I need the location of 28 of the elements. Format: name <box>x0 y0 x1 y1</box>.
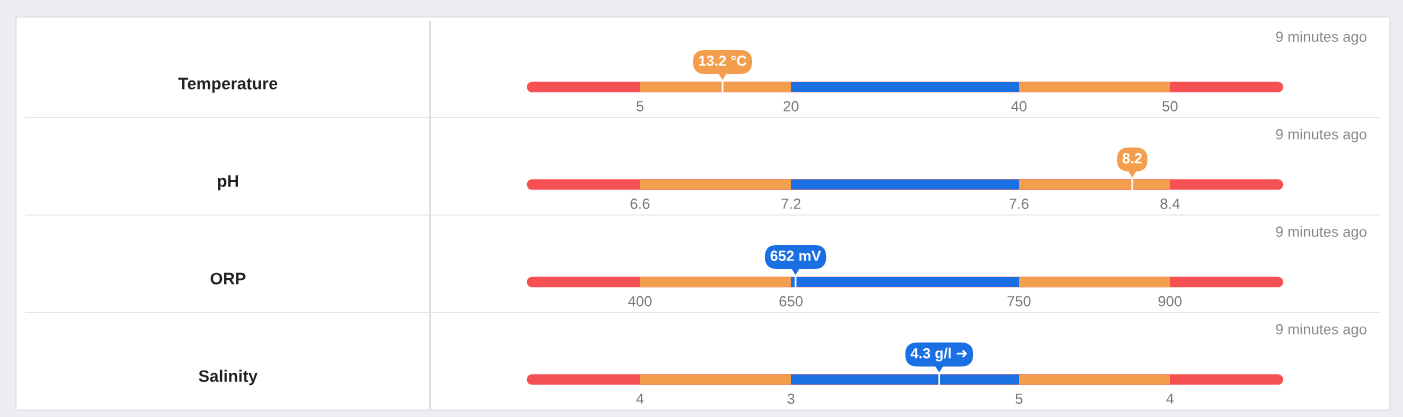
text: 20 <box>783 101 799 112</box>
text: 400 <box>628 296 652 307</box>
text: 3 <box>787 393 795 404</box>
text: 4 <box>636 393 644 404</box>
text: 40 <box>1011 101 1027 112</box>
text: 750 <box>1007 296 1031 307</box>
data-label: 4.3 g/l ➜ <box>910 347 967 362</box>
text: Temperature <box>178 77 278 93</box>
text: 8.4 <box>1160 198 1180 209</box>
data-label: 652 mV <box>770 250 821 261</box>
text: 7.6 <box>1009 198 1029 209</box>
text: 5 <box>636 101 644 112</box>
text: Salinity <box>198 369 258 386</box>
text: 5 <box>1015 393 1023 404</box>
text: 900 <box>1158 296 1182 307</box>
text: 9 minutes ago <box>1276 31 1367 45</box>
data-label: 8.2 <box>1122 153 1142 164</box>
text: 7.2 <box>781 198 801 209</box>
text: 9 minutes ago <box>1276 323 1367 338</box>
text: 4 <box>1166 393 1174 404</box>
text: 9 minutes ago <box>1276 128 1367 143</box>
text: 9 minutes ago <box>1276 226 1367 240</box>
text: 650 <box>779 296 803 307</box>
text: 50 <box>1162 101 1178 112</box>
data-label: 13.2 °C <box>699 55 747 66</box>
text: pH <box>217 175 238 191</box>
text: ORP <box>210 272 246 285</box>
text: 6.6 <box>630 198 650 209</box>
